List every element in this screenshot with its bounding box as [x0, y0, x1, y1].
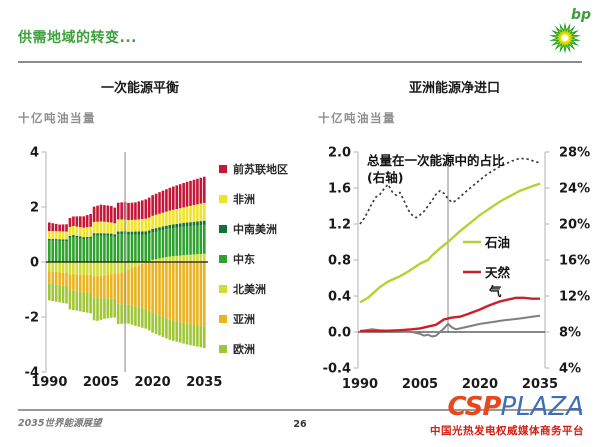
stacked-bars — [48, 176, 206, 349]
legend-swatch-icon — [219, 344, 227, 353]
page-title: 供需地域的转变... — [18, 30, 137, 46]
legend-label: 亚洲 — [233, 312, 255, 326]
left-ytick-label: 0 — [30, 256, 39, 271]
legend-swatch-icon — [219, 194, 227, 203]
left-xtick-label: 2020 — [135, 375, 171, 390]
right-chart-right-tick: 28% — [559, 146, 590, 161]
legend-label: 欧洲 — [233, 342, 255, 356]
footer-outlook-label: 2035世界能源展望 — [18, 418, 102, 429]
legend-swatch-icon — [219, 164, 227, 173]
header-divider — [18, 61, 582, 63]
legend-swatch-icon — [219, 314, 227, 323]
right-chart-left-tick: 0.0 — [328, 326, 351, 341]
right-chart-left-tick: -0.4 — [323, 362, 351, 377]
share-annotation-line1: 总量在一次能源中的占比 — [367, 153, 505, 168]
csp-logo-text: CSP — [447, 392, 502, 422]
legend-label: 中东 — [233, 252, 255, 266]
natural-gas-line — [360, 296, 540, 333]
bp-helios-logo-icon: bp — [549, 7, 591, 54]
natural-gas-legend-label: 天然 — [485, 265, 511, 280]
right-chart-left-tick: 0.8 — [328, 254, 351, 269]
helios-core — [561, 34, 569, 42]
footer-divider — [18, 409, 582, 411]
right-chart-right-tick: 12% — [559, 290, 590, 305]
right-chart-right-tick: 8% — [559, 326, 581, 341]
right-chart-right-tick: 16% — [559, 254, 590, 269]
legend-label: 中南美洲 — [233, 222, 277, 236]
share-of-primary-energy-line — [359, 157, 541, 225]
legend-item-4: 北美洲 — [219, 282, 288, 296]
legend-item-3: 中东 — [219, 252, 288, 266]
legend-item-6: 欧洲 — [219, 342, 288, 356]
unlabeled-gray-line — [359, 314, 541, 338]
left-xtick-label: 2005 — [83, 375, 119, 390]
right-chart-left-tick: 1.6 — [328, 182, 351, 197]
left-ytick-label: 4 — [30, 146, 39, 161]
left-chart-title: 一次能源平衡 — [100, 81, 179, 96]
left-ytick-label: -2 — [25, 311, 39, 326]
oil-line — [359, 182, 541, 304]
legend-swatch-icon — [219, 254, 227, 263]
left-chart-unit-label: 十亿吨油当量 — [18, 111, 96, 125]
left-ytick-label: 2 — [30, 201, 39, 216]
natural-gas-legend-label-2: 气 — [488, 284, 502, 299]
right-chart-title: 亚洲能源净进口 — [408, 81, 500, 96]
left-ytick-label: -4 — [25, 366, 39, 381]
legend-label: 前苏联地区 — [233, 162, 288, 176]
oil-legend-label: 石油 — [484, 235, 510, 250]
csp-plaza-logo: CSPPLAZA — [448, 394, 585, 420]
right-chart-right-tick: 20% — [559, 218, 590, 233]
right-chart-left-tick: 0.4 — [328, 290, 351, 305]
left-xtick-label: 2035 — [186, 375, 222, 390]
legend-swatch-icon — [219, 224, 227, 233]
legend-item-2: 中南美洲 — [219, 222, 288, 236]
csp-tagline: 中国光热发电权威媒体商务平台 — [430, 425, 584, 437]
right-chart-right-tick: 4% — [559, 362, 581, 377]
bp-logo-text: bp — [571, 7, 591, 23]
right-chart-right-tick: 24% — [559, 182, 590, 197]
right-xtick-label: 2035 — [522, 377, 558, 392]
asia-energy-net-imports-chart: 2.0 28% 1.6 24% 1.2 20% 0.8 16% 0.4 12% 0.0 8% -0.4 4… — [323, 146, 591, 393]
share-annotation-line2: (右轴) — [367, 170, 403, 185]
plaza-logo-text: PLAZA — [500, 392, 584, 422]
right-xtick-label: 2020 — [462, 377, 498, 392]
legend-item-1: 非洲 — [219, 192, 288, 206]
right-xtick-label: 2005 — [402, 377, 438, 392]
page-number: 26 — [293, 419, 307, 430]
legend-label: 北美洲 — [233, 282, 266, 296]
legend-item-5: 亚洲 — [219, 312, 288, 326]
legend-item-0: 前苏联地区 — [219, 162, 288, 176]
legend-swatch-icon — [219, 284, 227, 293]
left-xtick-label: 1990 — [31, 375, 67, 390]
legend-label: 非洲 — [233, 192, 255, 206]
right-xtick-label: 1990 — [342, 377, 378, 392]
right-chart-unit-label: 十亿吨油当量 — [318, 111, 396, 125]
right-chart-left-tick: 1.2 — [328, 218, 351, 233]
right-chart-left-tick: 2.0 — [328, 146, 351, 161]
left-chart-legend: 前苏联地区非洲中南美洲中东北美洲亚洲欧洲 — [219, 162, 288, 372]
